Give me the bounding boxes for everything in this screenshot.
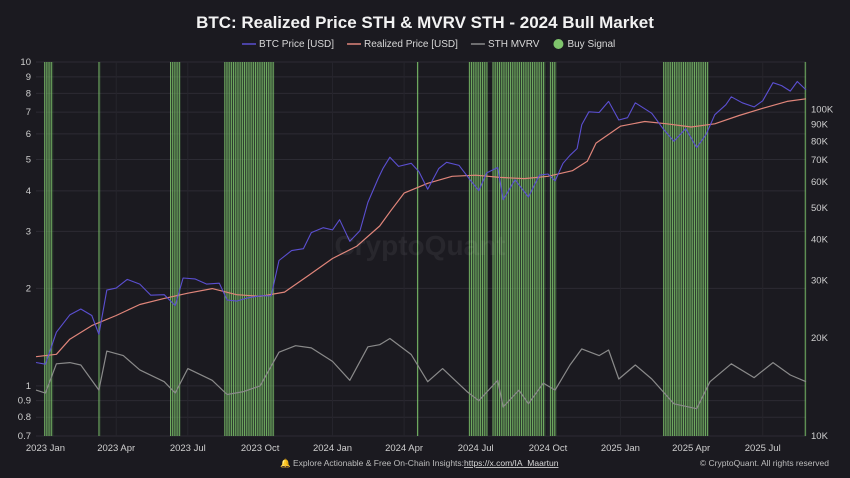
buy-signal-band xyxy=(550,62,557,436)
buy-signal-band xyxy=(98,62,101,436)
x-tick-label: 2025 Apr xyxy=(672,443,710,454)
left-tick-label: 5 xyxy=(26,154,31,165)
left-tick-label: 0.7 xyxy=(18,431,31,442)
sth-mvrv-line xyxy=(35,337,807,410)
right-tick-label: 50K xyxy=(811,203,829,214)
left-tick-label: 2 xyxy=(26,283,31,294)
buy-signal-band xyxy=(224,62,275,436)
chart-title: BTC: Realized Price STH & MVRV STH - 202… xyxy=(196,13,654,32)
left-tick-label: 3 xyxy=(26,226,31,237)
left-tick-label: 6 xyxy=(26,129,31,140)
legend-label: Buy Signal xyxy=(567,39,615,50)
buy-signal-band xyxy=(417,62,420,436)
buy-signal-band xyxy=(805,62,807,436)
right-tick-label: 60K xyxy=(811,177,829,188)
right-tick-label: 40K xyxy=(811,235,829,246)
legend-label: Realized Price [USD] xyxy=(364,39,458,50)
x-axis-ticks: 2023 Jan 2023 Apr 2023 Jul 2023 Oct 2024 Jan… xyxy=(26,443,781,454)
footer: 🔔 Explore Actionable & Free On-Chain Ins… xyxy=(280,458,829,468)
x-tick-label: 2024 Jul xyxy=(458,443,494,454)
copyright: © CryptoQuant. All rights reserved xyxy=(700,458,829,468)
legend-item[interactable]: Realized Price [USD] xyxy=(347,39,458,50)
left-axis-ticks: 10 9 8 7 6 5 4 3 2 1 0.9 0.8 0.7 xyxy=(18,57,31,442)
x-tick-label: 2025 Jan xyxy=(601,443,640,454)
right-tick-label: 90K xyxy=(811,120,829,131)
left-tick-label: 1 xyxy=(26,381,31,392)
left-tick-label: 0.8 xyxy=(18,412,31,423)
realized-price-line xyxy=(35,98,807,358)
right-tick-label: 10K xyxy=(811,431,829,442)
left-tick-label: 7 xyxy=(26,107,31,118)
x-tick-label: 2024 Jan xyxy=(313,443,352,454)
grid-lines xyxy=(36,61,806,437)
legend-item[interactable]: STH MVRV xyxy=(470,39,540,50)
legend[interactable]: BTC Price [USD] Realized Price [USD] STH M… xyxy=(242,39,615,50)
left-tick-label: 4 xyxy=(26,186,31,197)
buy-signal-band xyxy=(170,62,181,436)
right-tick-label: 100K xyxy=(811,105,834,116)
right-tick-label: 30K xyxy=(811,275,829,286)
x-tick-label: 2024 Oct xyxy=(529,443,568,454)
x-tick-label: 2024 Apr xyxy=(385,443,423,454)
bell-icon: 🔔 xyxy=(280,458,291,468)
right-tick-label: 80K xyxy=(811,136,829,147)
left-tick-label: 0.9 xyxy=(18,396,31,407)
btc-price-line xyxy=(35,80,807,365)
right-tick-label: 70K xyxy=(811,155,829,166)
right-axis-ticks: 100K 90K 80K 70K 60K 50K 40K 30K 20K 10K xyxy=(811,105,834,442)
x-tick-label: 2023 Jul xyxy=(170,443,206,454)
left-tick-label: 9 xyxy=(26,72,31,83)
right-tick-label: 20K xyxy=(811,333,829,344)
legend-marker-dot xyxy=(553,39,564,49)
left-tick-label: 8 xyxy=(26,88,31,99)
footer-link[interactable]: https://x.com/IA_Maartun xyxy=(464,458,559,468)
x-tick-label: 2025 Jul xyxy=(745,443,781,454)
x-tick-label: 2023 Apr xyxy=(97,443,135,454)
legend-label: BTC Price [USD] xyxy=(259,39,334,50)
footer-text: Explore Actionable & Free On-Chain Insig… xyxy=(293,458,464,468)
series-lines xyxy=(35,80,807,410)
x-tick-label: 2023 Oct xyxy=(241,443,280,454)
legend-item[interactable]: Buy Signal xyxy=(553,39,615,50)
x-tick-label: 2023 Jan xyxy=(26,443,65,454)
legend-label: STH MVRV xyxy=(488,39,540,50)
watermark: CryptoQuant xyxy=(334,230,505,261)
left-tick-label: 10 xyxy=(20,57,31,68)
legend-item[interactable]: BTC Price [USD] xyxy=(242,39,334,50)
